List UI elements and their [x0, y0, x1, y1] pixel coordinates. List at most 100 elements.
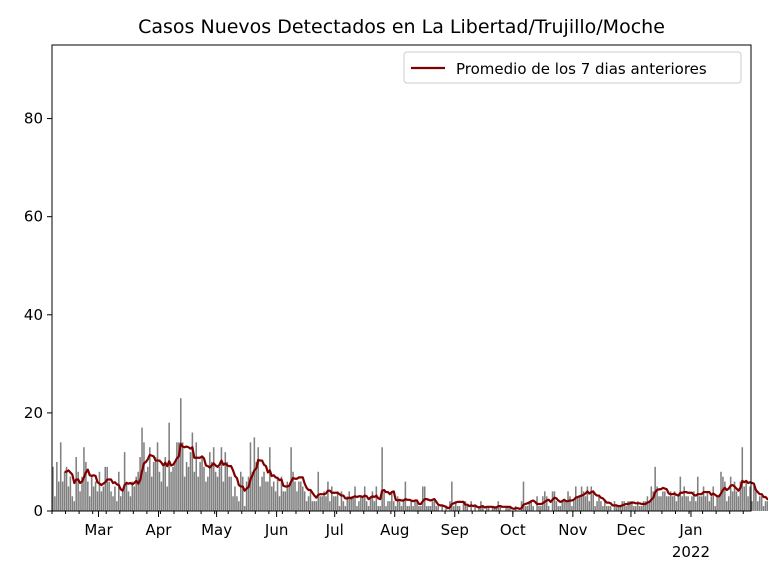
bar — [179, 398, 182, 511]
bar — [381, 447, 383, 511]
bar — [689, 501, 691, 511]
x-tick-label: May — [201, 521, 232, 539]
bar — [71, 496, 74, 511]
bar — [218, 466, 221, 511]
bar — [431, 501, 434, 511]
bar — [63, 471, 66, 511]
bar — [69, 476, 72, 511]
bar — [400, 506, 403, 511]
bar — [425, 506, 428, 511]
bar — [226, 461, 229, 511]
bar — [296, 491, 298, 511]
bar — [98, 471, 101, 511]
bar — [166, 486, 168, 511]
bar — [739, 481, 742, 511]
bar — [658, 496, 660, 511]
bar — [143, 442, 145, 511]
bar — [724, 481, 726, 511]
bar — [594, 506, 596, 511]
bar — [673, 491, 676, 511]
bar — [220, 447, 223, 511]
x-tick-label: Jan — [678, 521, 702, 539]
plot-frame — [51, 44, 752, 512]
bar — [123, 452, 126, 511]
bar — [375, 486, 378, 511]
bar — [207, 476, 209, 511]
bar — [300, 481, 302, 511]
bar — [356, 506, 358, 511]
bar — [576, 496, 579, 511]
bar — [433, 501, 436, 511]
bar — [764, 501, 767, 511]
bar — [507, 506, 509, 511]
bar — [267, 481, 269, 511]
bar — [427, 506, 430, 511]
bar — [526, 506, 529, 511]
bar — [201, 457, 203, 511]
bar — [636, 501, 639, 511]
bar — [147, 466, 149, 511]
y-tick-label: 60 — [24, 208, 43, 226]
bar — [631, 501, 633, 511]
bar — [741, 447, 744, 511]
bar — [305, 501, 308, 511]
bar — [590, 486, 593, 511]
bar — [88, 496, 91, 511]
bar — [205, 481, 207, 511]
bar — [363, 486, 366, 511]
bar — [85, 461, 87, 511]
bar — [344, 506, 347, 511]
bar — [338, 506, 341, 511]
bar — [183, 476, 186, 511]
bar — [342, 501, 345, 511]
bar — [420, 506, 422, 511]
bar — [176, 442, 178, 511]
bar — [234, 486, 236, 511]
bar — [580, 486, 583, 511]
bar — [185, 461, 188, 511]
bar — [437, 506, 440, 511]
y-tick-label: 0 — [33, 502, 43, 520]
x-tick-label: Mar — [84, 521, 113, 539]
bar — [569, 496, 571, 511]
bar — [458, 506, 461, 511]
bar — [629, 501, 631, 511]
bar — [700, 496, 703, 511]
bar — [158, 471, 161, 511]
bar — [559, 506, 562, 511]
bar — [677, 496, 680, 511]
bar — [600, 501, 602, 511]
bar — [710, 496, 713, 511]
bar — [753, 486, 755, 511]
bar — [350, 496, 352, 511]
bar — [509, 506, 511, 511]
bar — [625, 506, 627, 511]
bar — [319, 496, 321, 511]
chart-title: Casos Nuevos Detectados en La Libertad/T… — [138, 16, 665, 38]
bar — [346, 496, 349, 511]
bar — [334, 496, 337, 511]
bar — [758, 496, 761, 511]
bar — [685, 496, 687, 511]
bar — [571, 506, 573, 511]
bar — [505, 506, 507, 511]
bar — [729, 476, 732, 511]
bar — [135, 476, 137, 511]
bar — [210, 461, 213, 511]
bar — [240, 471, 242, 511]
bar — [584, 496, 587, 511]
bar — [451, 481, 453, 511]
bar — [691, 496, 693, 511]
bar — [303, 491, 306, 511]
bar — [294, 481, 296, 511]
bar — [56, 461, 58, 511]
bar — [675, 501, 678, 511]
bar — [290, 447, 292, 511]
bar — [751, 501, 753, 511]
bar — [462, 501, 465, 511]
bar — [243, 506, 246, 511]
bar — [102, 486, 105, 511]
x-tick-label: Jul — [325, 521, 344, 539]
bar — [615, 506, 618, 511]
bar — [112, 496, 114, 511]
